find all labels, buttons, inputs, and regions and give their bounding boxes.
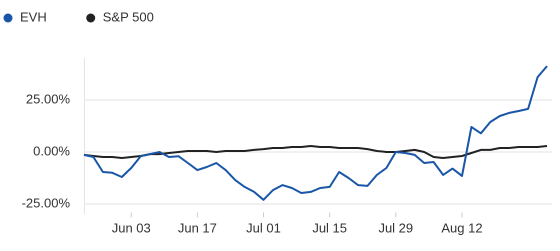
- y-tick-label: 25.00%: [26, 91, 71, 106]
- legend-marker: [3, 13, 13, 23]
- x-tick-label: Jun 03: [112, 220, 151, 235]
- legend-marker: [86, 13, 96, 23]
- legend-label: S&P 500: [103, 9, 154, 24]
- y-tick-label: -25.00%: [22, 195, 71, 210]
- y-tick-label: 0.00%: [33, 143, 70, 158]
- series-line: [83, 65, 548, 201]
- x-tick-label: Aug 12: [441, 220, 482, 235]
- x-tick-label: Jul 15: [312, 220, 347, 235]
- legend-label: EVH: [20, 9, 47, 24]
- x-tick-label: Jul 01: [246, 220, 281, 235]
- x-tick-label: Jun 17: [178, 220, 217, 235]
- x-tick-label: Jul 29: [378, 220, 413, 235]
